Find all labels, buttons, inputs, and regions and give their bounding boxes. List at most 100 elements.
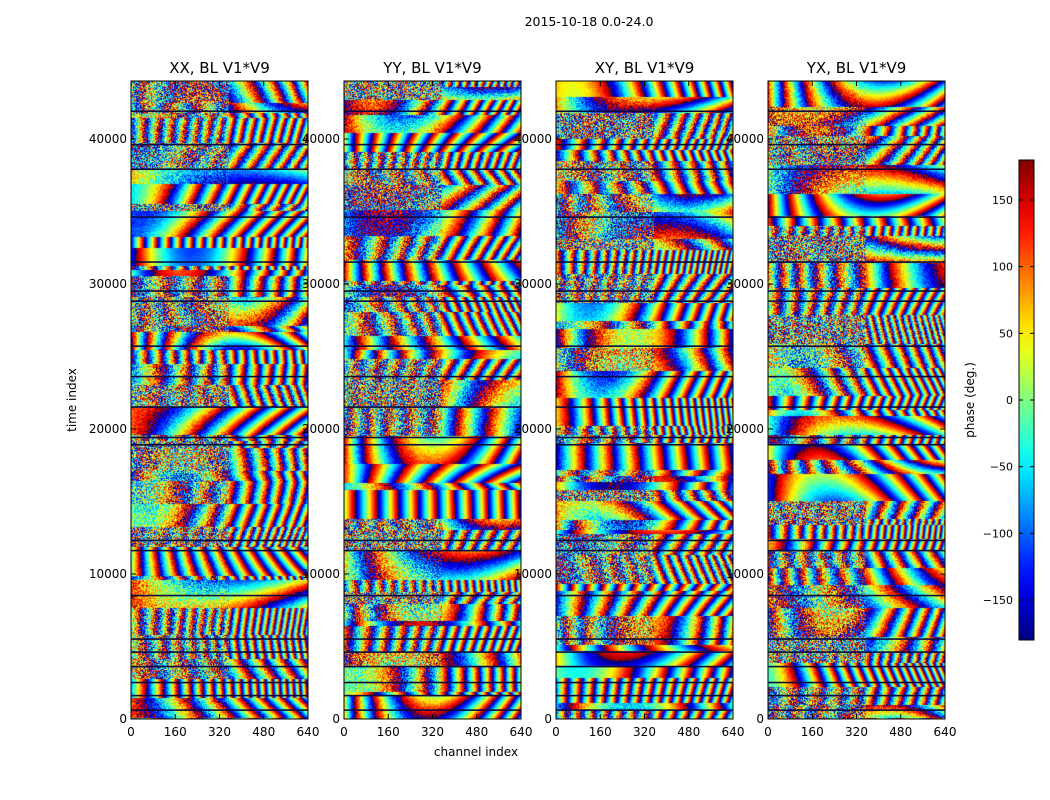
gap-row xyxy=(344,345,521,347)
gap-row xyxy=(556,345,733,347)
heatmap-yx xyxy=(768,81,945,719)
x-tick-label: 320 xyxy=(633,725,656,739)
y-axis-label: time index xyxy=(65,368,79,432)
x-tick-label: 320 xyxy=(845,725,868,739)
gap-row xyxy=(344,694,521,697)
y-tick-label: 10000 xyxy=(302,567,340,581)
gap-row xyxy=(344,436,521,439)
y-tick-label: 20000 xyxy=(514,422,552,436)
x-tick-label: 160 xyxy=(801,725,824,739)
x-tick-label: 160 xyxy=(377,725,400,739)
x-tick-label: 0 xyxy=(552,725,560,739)
gap-row xyxy=(344,709,521,711)
y-tick-label: 40000 xyxy=(89,132,127,146)
colorbar-tick-label: 150 xyxy=(992,194,1013,207)
gap-row xyxy=(344,290,521,292)
gap-row xyxy=(131,539,308,542)
gap-row xyxy=(556,549,733,552)
heatmap-yy xyxy=(344,81,521,719)
gap-row xyxy=(131,290,308,292)
gap-row xyxy=(344,143,521,146)
gap-row xyxy=(131,681,308,684)
colorbar-tick-label: −50 xyxy=(990,461,1013,474)
x-axis-label: channel index xyxy=(434,745,518,759)
gap-row xyxy=(131,665,308,668)
gap-row xyxy=(768,638,945,640)
panel-title: XY, BL V1*V9 xyxy=(595,59,695,77)
y-tick-label: 20000 xyxy=(89,422,127,436)
colorbar-label: phase (deg.) xyxy=(963,362,977,438)
y-tick-label: 30000 xyxy=(89,277,127,291)
gap-row xyxy=(556,110,733,113)
gap-row xyxy=(556,594,733,597)
gap-row xyxy=(768,110,945,113)
x-tick-label: 480 xyxy=(889,725,912,739)
gap-row xyxy=(131,709,308,711)
gap-row xyxy=(768,290,945,292)
y-tick-label: 0 xyxy=(544,712,552,726)
y-tick-label: 0 xyxy=(756,712,764,726)
panel-title: XX, BL V1*V9 xyxy=(169,59,270,77)
gap-row xyxy=(344,216,521,218)
panel-yx: YX, BL V1*V9 0 160 320 480 640 0 10000 20000 3000… xyxy=(726,59,957,739)
x-tick-label: 480 xyxy=(465,725,488,739)
x-tick-label: 320 xyxy=(208,725,231,739)
gap-row xyxy=(556,168,733,171)
gap-row xyxy=(131,694,308,697)
gap-row xyxy=(768,694,945,697)
gap-row xyxy=(556,681,733,684)
colorbar-tick-label: −100 xyxy=(983,527,1013,540)
gap-row xyxy=(556,539,733,542)
gap-row xyxy=(768,345,945,347)
x-tick-label: 0 xyxy=(764,725,772,739)
gap-row xyxy=(131,443,308,446)
gap-row xyxy=(768,261,945,263)
gap-row xyxy=(768,143,945,146)
gap-row xyxy=(768,406,945,408)
gap-row xyxy=(556,665,733,668)
gap-row xyxy=(768,539,945,542)
gap-row xyxy=(131,300,308,302)
gap-row xyxy=(344,261,521,263)
gap-row xyxy=(131,216,308,218)
gap-row xyxy=(768,651,945,653)
gap-row xyxy=(344,549,521,552)
gap-row xyxy=(131,406,308,408)
gap-row xyxy=(556,143,733,146)
panel-title: YY, BL V1*V9 xyxy=(382,59,481,77)
y-tick-label: 30000 xyxy=(514,277,552,291)
x-tick-label: 0 xyxy=(340,725,348,739)
x-tick-label: 160 xyxy=(164,725,187,739)
gap-row xyxy=(768,300,945,302)
gap-row xyxy=(556,290,733,292)
gap-row xyxy=(131,594,308,597)
heatmap-xx xyxy=(131,81,308,719)
x-tick-label: 480 xyxy=(252,725,275,739)
gap-row xyxy=(768,681,945,684)
panels: XX, BL V1*V9 0 160 320 480 640 0 10000 20000 3000… xyxy=(89,59,957,739)
gap-row xyxy=(556,638,733,640)
gap-row xyxy=(556,443,733,446)
gap-row xyxy=(344,443,521,446)
gap-row xyxy=(768,375,945,378)
gap-row xyxy=(768,594,945,597)
x-tick-label: 640 xyxy=(510,725,533,739)
y-tick-label: 30000 xyxy=(302,277,340,291)
panel-xx: XX, BL V1*V9 0 160 320 480 640 0 10000 20000 3000… xyxy=(89,59,320,739)
gap-row xyxy=(344,539,521,542)
gap-row xyxy=(556,216,733,218)
gap-row xyxy=(344,300,521,302)
x-tick-label: 640 xyxy=(934,725,957,739)
gap-row xyxy=(131,261,308,263)
gap-row xyxy=(344,651,521,653)
gap-row xyxy=(131,549,308,552)
gap-row xyxy=(768,549,945,552)
y-tick-label: 40000 xyxy=(302,132,340,146)
gap-row xyxy=(768,709,945,711)
gap-row xyxy=(556,300,733,302)
gap-row xyxy=(344,110,521,113)
gap-row xyxy=(556,261,733,263)
x-tick-label: 480 xyxy=(677,725,700,739)
gap-row xyxy=(344,638,521,640)
